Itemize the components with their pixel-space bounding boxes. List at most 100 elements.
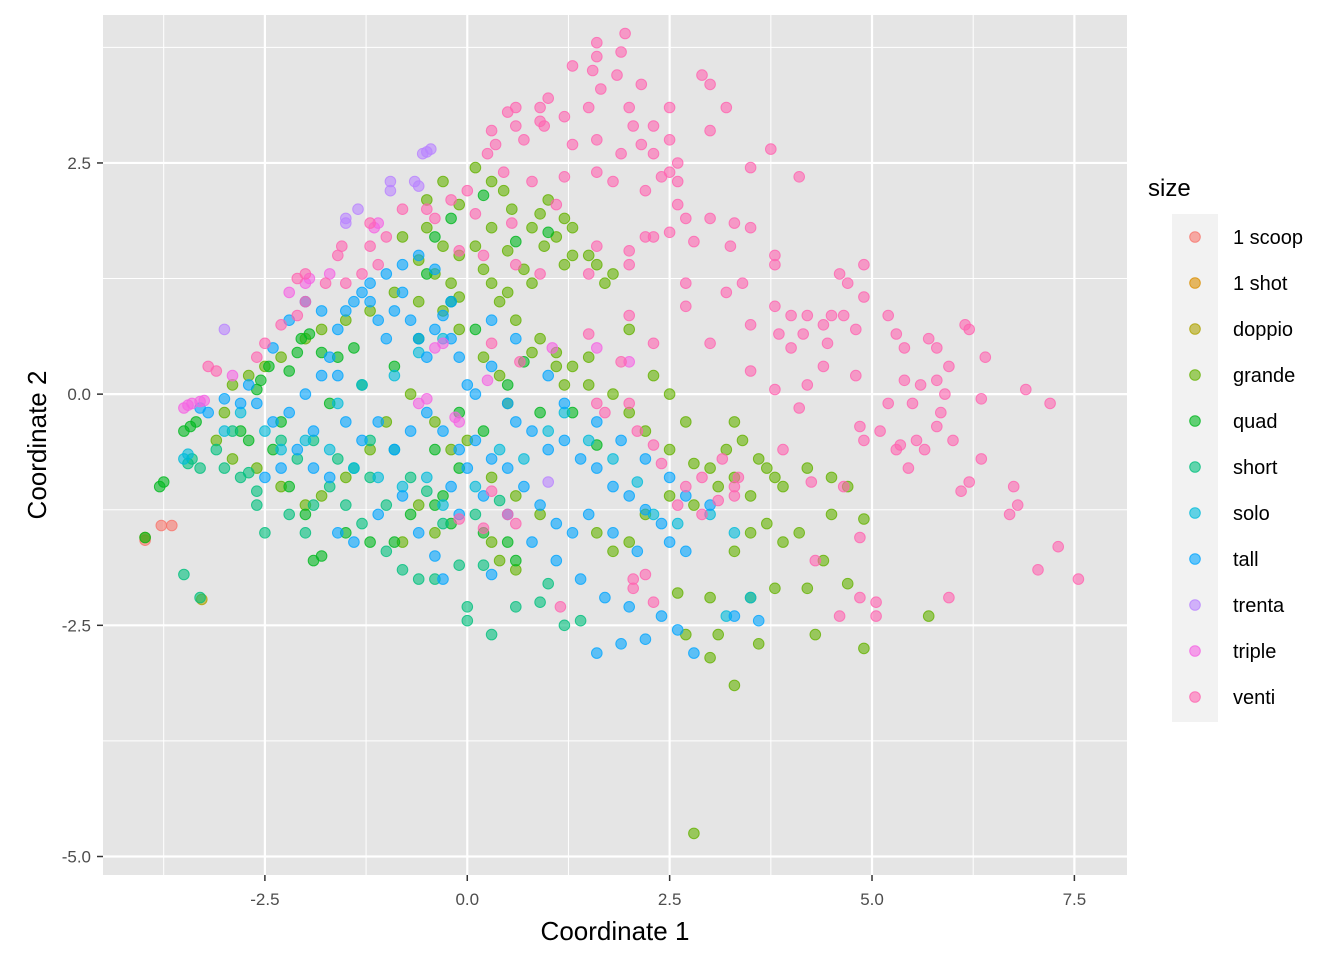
data-point — [607, 175, 619, 188]
data-point — [736, 277, 749, 290]
data-point — [534, 268, 546, 280]
data-point — [421, 203, 433, 215]
data-point — [542, 443, 555, 456]
data-point — [380, 545, 393, 558]
data-point — [611, 69, 623, 81]
data-point — [510, 490, 522, 502]
data-point — [291, 309, 304, 322]
data-point — [372, 416, 385, 428]
data-point — [898, 342, 911, 354]
data-point — [332, 369, 344, 382]
data-point — [615, 147, 627, 160]
data-point — [477, 425, 490, 437]
legend-label: quad — [1233, 411, 1278, 433]
data-point — [566, 249, 579, 262]
data-point — [250, 351, 263, 364]
legend-label: solo — [1233, 503, 1270, 525]
legend-label: doppio — [1233, 319, 1293, 341]
data-point — [696, 69, 708, 81]
data-point — [647, 369, 660, 382]
data-point — [218, 393, 231, 405]
data-point — [437, 309, 449, 322]
data-point — [631, 476, 644, 488]
data-point — [623, 258, 636, 271]
data-point — [704, 462, 716, 474]
data-point — [696, 508, 708, 521]
data-point — [510, 416, 522, 428]
data-point — [510, 554, 522, 567]
data-point — [769, 582, 781, 595]
data-point — [542, 92, 555, 104]
data-point — [566, 360, 579, 373]
data-point — [461, 379, 474, 391]
data-point — [356, 268, 368, 280]
data-point — [586, 64, 599, 77]
data-point — [769, 258, 781, 271]
data-point — [275, 319, 287, 331]
data-point — [793, 171, 806, 183]
data-point — [696, 471, 708, 484]
data-point — [623, 536, 636, 548]
data-point — [493, 494, 506, 507]
data-point — [510, 120, 522, 132]
data-point — [226, 369, 239, 382]
data-point — [356, 379, 368, 391]
data-point — [809, 628, 822, 641]
data-point — [242, 434, 255, 447]
data-point — [591, 416, 603, 428]
data-point — [445, 194, 457, 206]
data-point — [485, 337, 498, 350]
data-point — [234, 471, 247, 484]
data-point — [396, 286, 409, 299]
x-axis-title: Coordinate 1 — [541, 916, 690, 946]
data-point — [356, 434, 368, 447]
data-point — [469, 161, 482, 174]
data-point — [858, 434, 870, 447]
data-point — [259, 425, 271, 437]
data-point — [635, 138, 648, 151]
legend-key — [1189, 461, 1201, 473]
data-point — [315, 369, 328, 382]
data-point — [469, 434, 482, 447]
data-point — [315, 305, 328, 317]
data-point — [591, 50, 603, 63]
legend-items: 1 scoop 1 shot doppio grande quad short solo ta… — [1189, 227, 1303, 709]
data-point — [898, 374, 911, 387]
data-point — [704, 591, 716, 604]
data-point — [259, 471, 271, 484]
data-point — [283, 508, 296, 521]
data-point — [218, 425, 231, 437]
data-point — [728, 679, 741, 692]
data-point — [712, 494, 725, 507]
data-point — [323, 471, 336, 484]
legend-key — [1189, 507, 1201, 519]
data-point — [518, 480, 530, 493]
data-point — [688, 647, 700, 659]
data-point — [356, 517, 368, 530]
data-point — [510, 332, 522, 345]
data-point — [299, 508, 312, 521]
data-point — [372, 314, 385, 327]
data-point — [704, 212, 716, 225]
data-point — [550, 198, 563, 211]
data-point — [870, 610, 882, 622]
data-point — [854, 591, 866, 604]
data-point — [558, 171, 571, 183]
data-point — [671, 624, 684, 636]
data-point — [259, 527, 271, 539]
data-point — [526, 221, 538, 234]
data-point — [801, 582, 814, 595]
data-point — [497, 166, 510, 178]
data-point — [833, 610, 846, 622]
data-point — [139, 531, 151, 544]
data-point — [307, 462, 320, 474]
x-tick-label: 7.5 — [1063, 890, 1087, 909]
data-point — [493, 369, 506, 382]
data-point — [801, 309, 814, 322]
data-point — [364, 295, 376, 308]
data-point — [635, 78, 648, 91]
data-point — [931, 374, 943, 387]
data-point — [453, 443, 466, 456]
y-tick-label: -2.5 — [62, 616, 91, 635]
data-point — [728, 490, 741, 502]
